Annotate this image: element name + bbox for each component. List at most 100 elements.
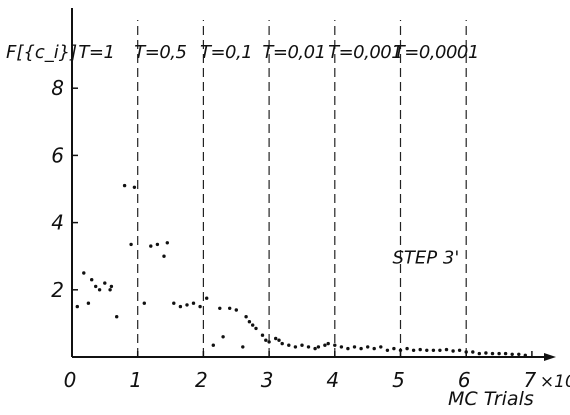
data-point: [425, 348, 429, 352]
data-point: [228, 306, 232, 310]
x-tick-label: 7: [524, 368, 537, 392]
data-point: [339, 345, 344, 349]
y-tick-label: 4: [51, 211, 64, 235]
data-point: [438, 348, 442, 352]
data-point: [392, 346, 396, 351]
data-point: [333, 343, 337, 347]
data-point: [122, 183, 127, 188]
data-point: [97, 288, 102, 292]
data-point: [162, 254, 166, 258]
data-point: [484, 351, 488, 355]
data-point: [155, 242, 160, 247]
x-axis-arrow: [544, 353, 556, 361]
data-point: [316, 345, 321, 349]
x-tick-label: 5: [392, 368, 405, 392]
data-point: [267, 340, 271, 344]
data-point: [109, 284, 114, 289]
data-point: [471, 350, 475, 354]
data-point: [94, 284, 98, 289]
temperature-label: T=1: [78, 42, 114, 63]
data-point: [211, 343, 215, 347]
data-point: [254, 326, 258, 331]
data-point: [132, 185, 137, 189]
data-point: [108, 288, 112, 292]
data-point: [86, 301, 91, 305]
data-point: [366, 345, 370, 349]
data-point: [129, 242, 133, 247]
data-point: [300, 343, 304, 347]
x-tick-label: 3: [261, 368, 274, 392]
temperature-label: T=0,0001: [394, 42, 479, 63]
data-point: [313, 346, 317, 351]
data-point: [293, 345, 298, 349]
data-point: [221, 335, 225, 339]
data-point: [103, 281, 107, 285]
x-tick-label: 2: [195, 368, 208, 392]
axis-ticks: 0 1 2 3 4 5 6 7 2 4 6 8: [51, 76, 536, 392]
data-point: [185, 303, 189, 307]
data-point: [451, 349, 455, 353]
data-point: [457, 348, 462, 352]
data-point: [352, 345, 357, 349]
data-points: [75, 183, 527, 357]
data-point: [385, 348, 390, 352]
x-axis-label: MC Trials: [448, 388, 534, 410]
data-point: [464, 350, 468, 354]
data-point: [306, 345, 311, 349]
data-point: [490, 351, 495, 356]
data-point: [497, 351, 501, 356]
temperature-label: T=0,001: [328, 42, 402, 63]
temperature-label: T=0,1: [200, 42, 252, 63]
y-tick-label: 6: [51, 143, 64, 167]
data-point: [115, 315, 119, 319]
data-point: [244, 315, 248, 319]
data-point: [287, 343, 291, 347]
x-tick-label: 4: [326, 368, 339, 392]
data-point: [503, 351, 508, 356]
data-point: [205, 296, 209, 300]
data-point: [234, 308, 238, 312]
y-axis-label: F[{c_i}]: [6, 42, 77, 63]
x-tick-label: 6: [458, 368, 471, 392]
data-point: [523, 353, 527, 357]
data-point: [165, 241, 169, 245]
segment-dividers: [137, 20, 467, 357]
data-point: [326, 341, 330, 346]
data-point: [191, 301, 196, 305]
data-point: [264, 338, 268, 342]
data-point: [431, 348, 436, 352]
data-point: [280, 341, 284, 346]
x-tick-label: 1: [129, 368, 142, 392]
data-point: [142, 301, 146, 305]
data-point: [241, 345, 245, 349]
data-point: [75, 304, 80, 309]
data-point: [274, 336, 278, 341]
data-point: [405, 346, 409, 351]
temperature-label: T=0,5: [134, 42, 186, 63]
y-tick-label: 8: [51, 76, 64, 100]
x-axis-multiplier: ×10⁴: [540, 372, 570, 392]
data-point: [510, 352, 514, 356]
data-point: [398, 348, 403, 352]
data-point: [198, 304, 202, 309]
data-point: [323, 343, 327, 347]
data-point: [218, 306, 222, 310]
data-point: [260, 333, 265, 337]
temperature-label: T=0,01: [262, 42, 325, 63]
data-point: [82, 271, 86, 275]
data-point: [517, 352, 521, 356]
data-point: [411, 348, 416, 352]
y-tick-label: 2: [51, 278, 64, 302]
data-point: [346, 346, 350, 351]
data-point: [477, 351, 481, 356]
data-point: [379, 345, 383, 349]
data-point: [247, 320, 252, 324]
data-point: [172, 301, 176, 305]
data-point: [178, 304, 183, 309]
data-point: [418, 347, 422, 352]
data-point: [359, 346, 363, 351]
x-tick-label: 0: [64, 368, 77, 392]
data-point: [251, 323, 255, 327]
